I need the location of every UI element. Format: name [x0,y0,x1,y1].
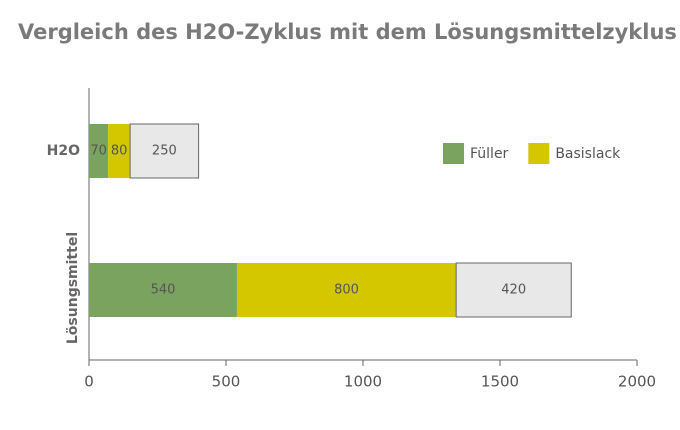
bar-segment [455,262,572,318]
value-label: 80 [111,144,128,159]
category-label: H2O [47,143,80,159]
bar-segment [89,124,109,178]
bar-segment [236,263,457,317]
value-label: 250 [152,144,177,159]
legend-label: Basislack [555,146,621,162]
legend-swatch [528,143,550,164]
legend-swatch [443,143,464,164]
x-tick-label: 1000 [344,373,382,391]
category-label: Lösungsmittel [65,232,81,344]
value-label: 420 [501,283,526,298]
value-label: 540 [151,283,176,298]
legend-label: Füller [470,146,509,162]
chart-title: Vergleich des H2O-Zyklus mit dem Lösungs… [18,20,677,44]
bar-segment [89,263,237,317]
x-tick-label: 0 [84,373,94,391]
value-label: 800 [334,283,359,298]
value-label: 70 [90,144,107,159]
bar-segment [108,124,131,178]
x-tick-label: 2000 [618,373,656,391]
x-tick-label: 1500 [481,373,519,391]
bar-segment [129,123,200,179]
x-tick-label: 500 [212,373,241,391]
